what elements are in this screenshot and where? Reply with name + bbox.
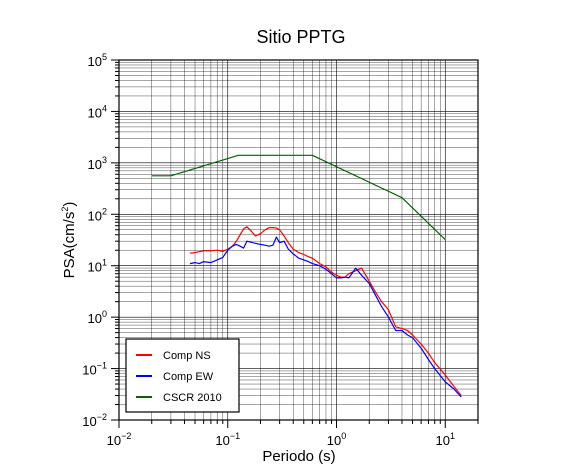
x-tick-label: 101 <box>436 431 455 448</box>
x-tick-label: 10−2 <box>107 431 132 448</box>
grid <box>118 59 479 421</box>
x-tick-base: 10 <box>436 433 450 448</box>
x-tick-exp: −2 <box>121 431 131 441</box>
y-tick-base: 10 <box>88 208 102 223</box>
plot-frame <box>118 59 479 421</box>
y-tick-label: 100 <box>88 309 107 326</box>
y-tick-label: 104 <box>88 103 107 120</box>
y-tick-label: 102 <box>88 206 107 223</box>
y-axis-label-tail: ) <box>61 202 78 207</box>
y-tick-base: 10 <box>88 105 102 120</box>
y-tick-base: 10 <box>82 363 96 378</box>
x-tick-exp: −1 <box>230 431 240 441</box>
y-tick-exp: −1 <box>97 361 107 371</box>
y-axis-label-sup: 2 <box>60 207 70 212</box>
series-layer <box>151 154 462 398</box>
y-axis-label-main: PSA(cm/s <box>61 212 78 279</box>
series-line-2 <box>189 236 462 398</box>
y-tick-base: 10 <box>88 311 102 326</box>
x-tick-base: 10 <box>107 433 121 448</box>
x-tick-label: 100 <box>327 431 346 448</box>
y-tick-base: 10 <box>82 414 96 429</box>
legend-label-2: Comp EW <box>163 371 214 383</box>
series-line-1 <box>189 226 462 396</box>
y-tick-exp: 3 <box>102 155 107 165</box>
y-tick-base: 10 <box>88 260 102 275</box>
y-tick-label: 101 <box>88 258 107 275</box>
x-tick-label: 10−1 <box>215 431 240 448</box>
y-tick-exp: −2 <box>97 412 107 422</box>
y-tick-label: 10−2 <box>82 412 107 429</box>
y-tick-base: 10 <box>88 157 102 172</box>
y-tick-base: 10 <box>88 54 102 69</box>
y-tick-exp: 1 <box>102 258 107 268</box>
y-tick-exp: 0 <box>102 309 107 319</box>
legend-label-3: CSCR 2010 <box>163 392 222 404</box>
series-line-3 <box>151 154 446 241</box>
y-tick-label: 105 <box>88 52 107 69</box>
legend-label-1: Comp NS <box>163 350 211 362</box>
x-tick-exp: 1 <box>450 431 455 441</box>
y-tick-exp: 2 <box>102 206 107 216</box>
x-tick-exp: 0 <box>341 431 346 441</box>
x-tick-base: 10 <box>327 433 341 448</box>
x-tick-base: 10 <box>215 433 229 448</box>
y-tick-label: 103 <box>88 155 107 172</box>
x-axis-label: Periodo (s) <box>262 448 335 465</box>
y-tick-exp: 4 <box>102 103 107 113</box>
legend: Comp NS Comp EW CSCR 2010 <box>125 338 240 413</box>
y-tick-exp: 5 <box>102 52 107 62</box>
axis-ticks <box>111 59 479 428</box>
chart-title: Sitio PPTG <box>256 27 345 47</box>
y-axis-label: PSA(cm/s2) <box>60 202 78 279</box>
y-tick-label: 10−1 <box>82 361 107 378</box>
